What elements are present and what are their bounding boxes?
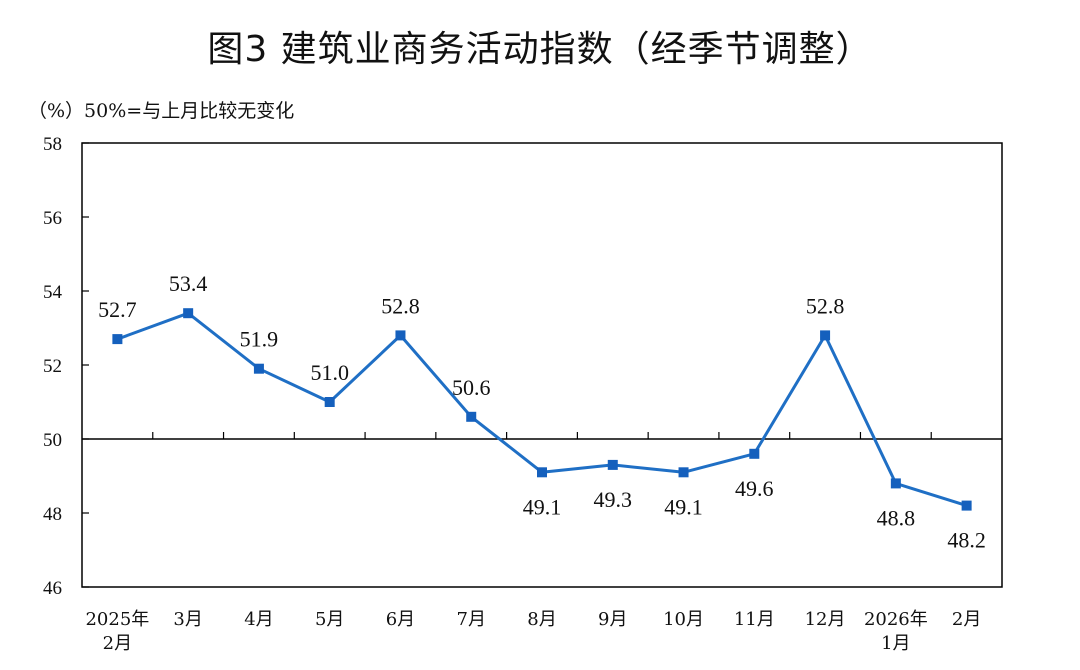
data-label: 52.7 <box>98 297 137 322</box>
data-label: 51.9 <box>240 327 279 352</box>
data-point <box>324 397 335 407</box>
x-tick-label: 10月 <box>663 609 704 630</box>
data-point <box>607 459 618 470</box>
x-tick-label: 2026年 <box>864 609 928 630</box>
x-tick-label: 11月 <box>734 609 775 630</box>
x-tick-label: 9月 <box>598 609 627 630</box>
data-point <box>395 330 406 341</box>
data-point <box>820 330 831 341</box>
unit-note: （%）50%=与上月比较无变化 <box>28 100 295 122</box>
data-point <box>749 448 760 459</box>
data-point <box>253 363 264 374</box>
y-tick-label: 52 <box>43 356 62 377</box>
plot-frame <box>81 142 1003 588</box>
data-label: 51.0 <box>310 360 349 385</box>
data-label: 49.1 <box>664 494 703 519</box>
x-tick-label: 5月 <box>315 609 344 630</box>
data-label: 52.8 <box>806 293 845 318</box>
data-label: 52.8 <box>381 293 420 318</box>
data-label: 48.8 <box>877 505 916 530</box>
y-tick-label: 48 <box>43 504 62 525</box>
data-point <box>466 411 477 422</box>
x-tick-label: 12月 <box>805 609 846 630</box>
data-label: 49.3 <box>594 487 633 512</box>
x-tick-label: 8月 <box>527 609 556 630</box>
data-point <box>537 467 547 478</box>
data-point <box>961 500 972 511</box>
y-tick-label: 56 <box>43 208 62 229</box>
x-tick-label: 4月 <box>244 609 273 630</box>
chart-title: 图3 建筑业商务活动指数（经季节调整） <box>207 29 873 70</box>
data-label: 49.6 <box>735 476 774 501</box>
y-tick-label: 46 <box>43 578 62 599</box>
y-tick-label: 50 <box>43 430 62 451</box>
data-label: 53.4 <box>169 271 208 296</box>
data-label: 50.6 <box>452 375 491 400</box>
x-tick-label: 7月 <box>457 609 486 630</box>
data-label: 49.1 <box>523 494 562 519</box>
data-label: 48.2 <box>947 528 986 553</box>
x-tick-label: 3月 <box>173 609 202 630</box>
data-point <box>890 478 901 489</box>
x-tick-label: 2月 <box>952 609 981 630</box>
data-point <box>183 308 194 319</box>
data-point <box>112 334 123 345</box>
x-tick-label: 2月 <box>103 633 132 654</box>
y-tick-label: 54 <box>43 282 63 303</box>
x-tick-label: 1月 <box>881 633 910 654</box>
x-tick-label: 2025年 <box>85 609 149 630</box>
x-tick-label: 6月 <box>386 609 415 630</box>
y-tick-label: 58 <box>43 134 62 155</box>
data-point <box>678 467 689 478</box>
